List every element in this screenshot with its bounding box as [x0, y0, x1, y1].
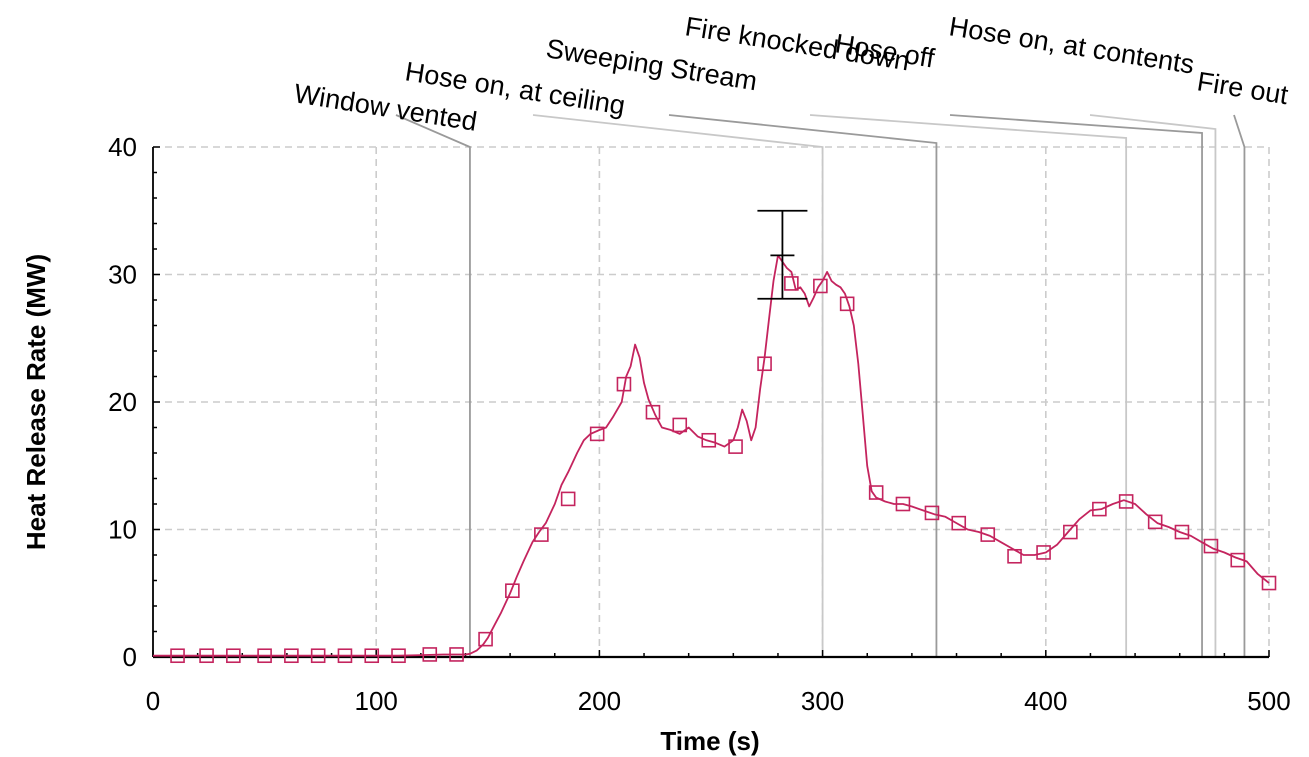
x-tick-label: 400 [1024, 686, 1067, 716]
data-point-marker [284, 648, 299, 664]
data-point-marker [1261, 575, 1277, 591]
y-tick-label: 10 [108, 515, 137, 545]
event-line [395, 114, 471, 657]
event-lines [395, 114, 1246, 657]
y-tick-label: 30 [108, 260, 137, 290]
data-point-marker [199, 648, 214, 664]
x-tick-label: 0 [146, 686, 160, 716]
data-point-marker [1203, 538, 1219, 554]
event-line [1233, 114, 1246, 657]
series-line [153, 254, 1270, 657]
event-line [949, 114, 1203, 657]
y-tick-label: 40 [108, 132, 137, 162]
data-point-marker [645, 404, 661, 420]
data-point-marker [170, 648, 185, 664]
data-point-marker [505, 583, 520, 599]
data-point-marker [478, 631, 493, 647]
x-tick-label: 200 [578, 686, 621, 716]
data-point-marker [895, 496, 911, 512]
x-tick-label: 100 [355, 686, 398, 716]
data-point-marker [980, 527, 996, 542]
data-point-marker [337, 648, 353, 664]
data-point-marker [868, 485, 884, 500]
event-label: Hose on, at contents [947, 11, 1196, 79]
data-point-marker [1174, 524, 1190, 540]
data-point-marker [757, 356, 772, 372]
data-point-marker [951, 515, 967, 531]
data-point-marker [560, 491, 576, 507]
tick-labels: 0 100 200 300 400 500 0 10 20 30 40 [108, 132, 1291, 716]
data-point-marker [534, 527, 549, 542]
data-point-marker [1230, 552, 1246, 568]
data-point-marker [257, 648, 272, 664]
data-point-marker [839, 296, 855, 312]
grid-lines [153, 146, 1270, 657]
data-point-marker [728, 439, 743, 454]
error-bar [757, 209, 808, 300]
data-point-marker [310, 648, 326, 664]
data-point-marker [1147, 514, 1163, 530]
data-point-marker [1092, 501, 1107, 517]
y-tick-label: 0 [123, 642, 137, 672]
data-point-marker [1118, 494, 1134, 509]
event-label: Fire out [1195, 66, 1291, 110]
data-point-marker [226, 648, 241, 664]
y-axis-label: Heat Release Rate (MW) [21, 254, 51, 550]
x-tick-label: 300 [801, 686, 844, 716]
y-tick-label: 20 [108, 387, 137, 417]
data-point-marker [784, 276, 799, 291]
data-point-marker [449, 647, 464, 662]
data-point-marker [422, 647, 438, 662]
data-point-marker [616, 376, 632, 392]
event-line [668, 114, 938, 657]
x-tick-label: 500 [1247, 686, 1290, 716]
x-axis-label: Time (s) [660, 726, 759, 756]
data-point-marker [672, 417, 688, 433]
data-point-marker [924, 505, 940, 521]
event-line [1089, 114, 1217, 657]
data-point-marker [364, 648, 380, 664]
data-point-marker [701, 432, 717, 448]
data-point-marker [589, 426, 605, 442]
data-point-marker [391, 648, 406, 664]
data-point-marker [1063, 524, 1078, 540]
data-point-marker [813, 278, 828, 294]
event-line [532, 114, 824, 657]
series-hrr [153, 254, 1277, 664]
event-line [809, 114, 1128, 657]
data-point-marker [1007, 548, 1022, 564]
data-point-marker [1036, 545, 1051, 560]
